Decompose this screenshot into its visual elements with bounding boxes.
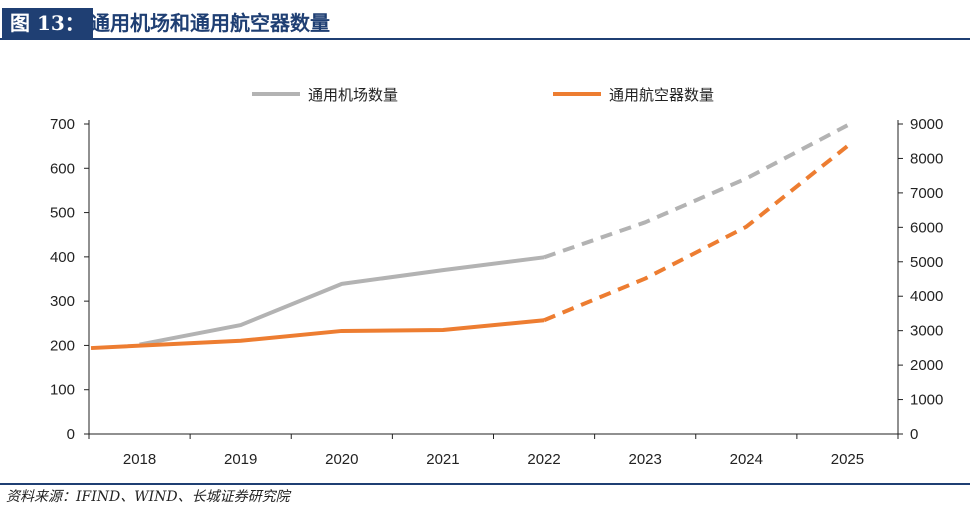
left-y-tick-label: 400 [50,249,75,266]
figure-title: 通用机场和通用航空器数量 [90,11,330,35]
right-y-tick-label: 3000 [910,323,943,340]
left-y-tick-label: 0 [67,426,75,443]
x-tick-label: 2020 [325,451,358,468]
x-tick-label: 2018 [123,451,156,468]
left-y-tick-label: 300 [50,293,75,310]
left-y-tick-label: 100 [50,382,75,399]
x-tick-label: 2019 [224,451,257,468]
airport-series-projection [543,123,849,260]
x-tick-label: 2024 [730,451,763,468]
header-divider [0,38,970,40]
right-y-tick-label: 9000 [910,116,943,133]
footer-divider [0,483,970,485]
right-y-tick-label: 8000 [910,150,943,167]
right-y-tick-label: 2000 [910,357,943,374]
left-y-tick-label: 600 [50,160,75,177]
right-y-tick-label: 5000 [910,254,943,271]
legend-airport-label: 通用机场数量 [308,86,398,104]
figure-header: 图 13： 通用机场和通用航空器数量 [0,4,970,42]
aircraft-series-projection [543,144,849,323]
aircraft-series-line [90,318,545,351]
x-tick-label: 2022 [527,451,560,468]
x-tick-label: 2023 [629,451,662,468]
legend-aircraft-label: 通用航空器数量 [609,86,714,104]
right-y-tick-label: 7000 [910,185,943,202]
left-y-tick-label: 500 [50,205,75,222]
x-tick-label: 2021 [426,451,459,468]
figure-label: 图 13： [2,8,93,38]
right-y-tick-label: 0 [910,426,918,443]
left-y-tick-label: 200 [50,337,75,354]
right-y-tick-label: 6000 [910,219,943,236]
source-note: 资料来源：IFIND、WIND、长城证券研究院 [6,489,290,505]
right-y-tick-label: 4000 [910,288,943,305]
airport-series-line [139,255,545,347]
x-tick-label: 2025 [831,451,864,468]
right-y-tick-label: 1000 [910,392,943,409]
left-y-tick-label: 700 [50,116,75,133]
